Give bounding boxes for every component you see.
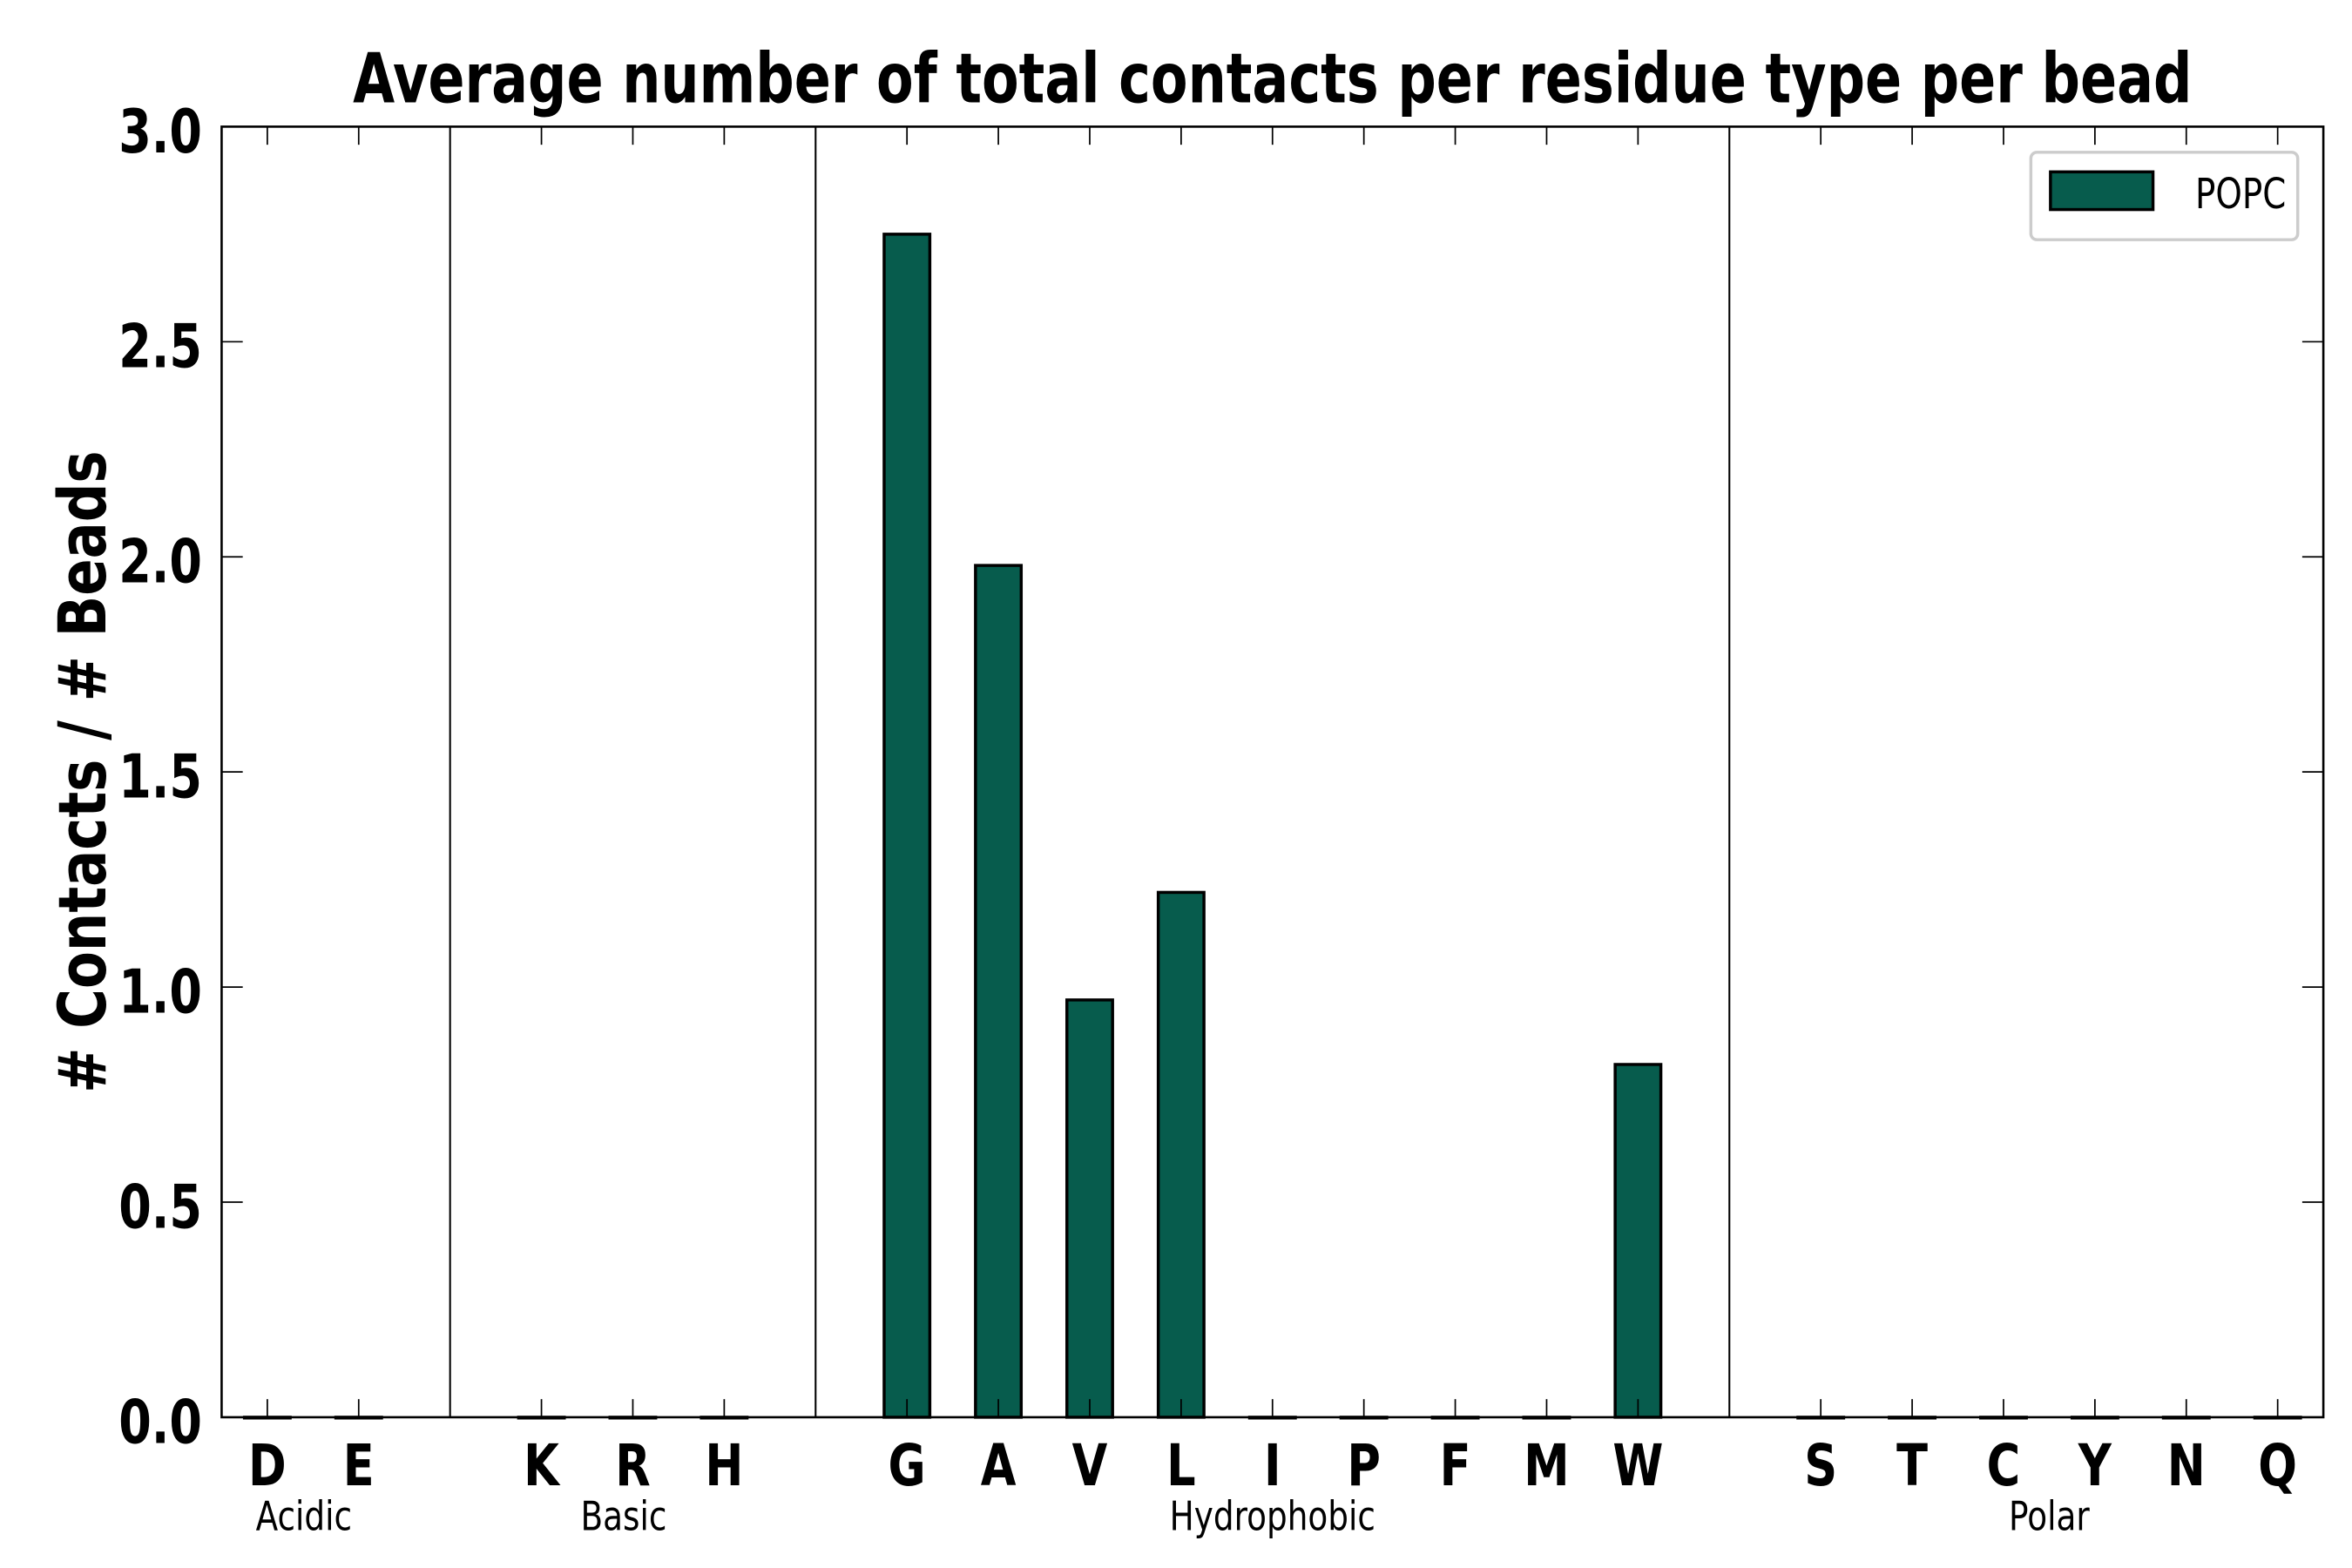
- y-axis-label: # Contacts / # Beads: [44, 450, 122, 1092]
- y-tick-label: 2.5: [118, 311, 202, 382]
- bar-V: [1065, 998, 1114, 1419]
- legend-swatch: [2049, 170, 2155, 212]
- bar-A: [974, 564, 1024, 1419]
- x-tick-label: T: [1896, 1433, 1928, 1499]
- bar-L: [1156, 890, 1206, 1419]
- group-label: Basic: [581, 1493, 667, 1540]
- bar-G: [882, 233, 932, 1419]
- x-tick-label: C: [1987, 1433, 2021, 1499]
- x-tick-label: V: [1072, 1433, 1108, 1499]
- bar-W: [1613, 1063, 1663, 1419]
- y-tick-label: 2.0: [118, 526, 202, 597]
- y-tick-label: 0.0: [118, 1387, 202, 1457]
- x-tick-label: H: [705, 1433, 743, 1499]
- y-tick-label: 0.5: [118, 1172, 202, 1242]
- x-tick-label: W: [1612, 1433, 1663, 1499]
- x-tick-label: N: [2167, 1433, 2206, 1499]
- legend-label: POPC: [2195, 170, 2286, 219]
- group-label: Hydrophobic: [1170, 1493, 1375, 1540]
- group-label: Acidic: [256, 1493, 352, 1540]
- x-tick-label: P: [1347, 1433, 1381, 1499]
- x-tick-label: Y: [2078, 1433, 2112, 1499]
- x-tick-label: R: [615, 1433, 651, 1499]
- x-tick-label: D: [248, 1433, 287, 1499]
- x-tick-label: I: [1264, 1433, 1281, 1499]
- x-tick-label: M: [1524, 1433, 1569, 1499]
- y-tick-label: 1.0: [118, 956, 202, 1027]
- y-tick-label: 3.0: [118, 96, 202, 166]
- x-tick-label: G: [889, 1433, 926, 1499]
- x-tick-label: K: [524, 1433, 560, 1499]
- x-tick-label: F: [1440, 1433, 1471, 1499]
- x-tick-label: S: [1804, 1433, 1837, 1499]
- group-label: Polar: [2009, 1493, 2090, 1540]
- x-tick-label: E: [343, 1433, 375, 1499]
- plot-frame: [220, 125, 2325, 1419]
- x-tick-label: L: [1166, 1433, 1196, 1499]
- x-tick-label: Q: [2258, 1433, 2297, 1499]
- chart-title: Average number of total contacts per res…: [353, 38, 2192, 119]
- y-tick-label: 1.5: [118, 741, 202, 812]
- x-tick-label: A: [981, 1433, 1017, 1499]
